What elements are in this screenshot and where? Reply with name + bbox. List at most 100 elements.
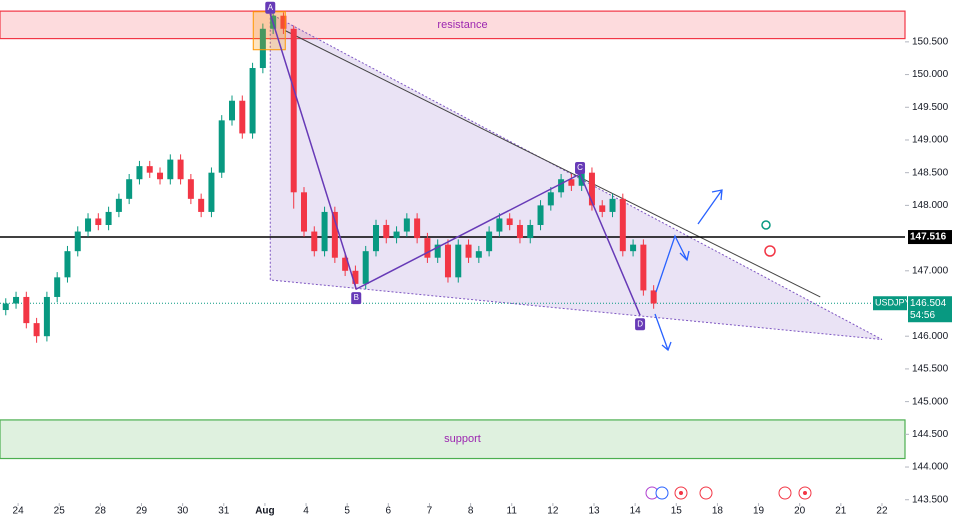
y-tick-label: 150.500 [912, 37, 949, 48]
price-tag [908, 296, 952, 323]
x-tick-label: 7 [427, 506, 433, 517]
candle-body [259, 28, 266, 69]
x-tick-label: 14 [630, 506, 642, 517]
y-tick-label: 144.000 [912, 462, 949, 473]
zone-label: support [444, 433, 481, 445]
y-tick-label: 148.000 [912, 200, 949, 211]
event-icons[interactable] [645, 486, 812, 500]
symbol-tag [873, 296, 907, 311]
y-tick-label: 147.000 [912, 265, 949, 276]
candle-body [167, 159, 174, 180]
x-tick-label: 19 [753, 506, 765, 517]
event-icon[interactable] [699, 486, 713, 500]
candle-body [506, 218, 513, 226]
candle-body [414, 218, 421, 239]
candle-body [218, 120, 225, 173]
projection-arrows [654, 189, 723, 352]
candle-body [331, 211, 338, 258]
price-tag-label: 146.504 [910, 298, 947, 309]
candle-body [115, 198, 122, 212]
candle-body [54, 277, 61, 297]
x-tick-label: 8 [468, 506, 474, 517]
candle-body [630, 244, 637, 252]
candle-body [455, 244, 462, 278]
pattern-label: A [268, 3, 274, 12]
signal-dot [764, 245, 776, 257]
signal-dot [761, 220, 771, 230]
price-tag [908, 230, 952, 245]
candle-body [383, 225, 390, 239]
pattern-label-box [575, 161, 586, 174]
y-tick-label: 143.500 [912, 494, 949, 505]
candle-body [43, 296, 50, 337]
candle-body [146, 166, 153, 173]
candle-body [537, 205, 544, 226]
arrow [697, 189, 723, 225]
candle-body [650, 290, 657, 304]
candle-body [372, 225, 379, 252]
x-tick-label: 5 [344, 506, 350, 517]
x-tick-label: 21 [835, 506, 847, 517]
event-icon [679, 491, 683, 495]
pattern-line [269, 13, 641, 316]
candle-body [280, 15, 287, 29]
candle-body [609, 198, 616, 212]
event-icon[interactable] [778, 486, 792, 500]
x-tick-label: 13 [588, 506, 600, 517]
candle-body [64, 251, 71, 278]
candle-body [486, 231, 493, 252]
x-tick-label: 11 [507, 506, 518, 517]
candle-body [311, 231, 318, 252]
candle-body [516, 225, 523, 239]
candle-body [157, 172, 164, 180]
candle-body [95, 218, 102, 226]
x-tick-label: 4 [303, 506, 309, 517]
candle-body [352, 270, 359, 284]
candle-body [300, 192, 307, 232]
countdown-label: 54:56 [910, 310, 935, 321]
y-tick-label: 145.500 [912, 364, 949, 375]
candle-body [393, 231, 400, 239]
price-tag-label: 147.516 [910, 232, 947, 243]
candle-body [74, 231, 81, 252]
candle-body [198, 198, 205, 212]
candle-body [85, 218, 92, 232]
candle-body [105, 211, 112, 226]
event-icon[interactable] [655, 486, 669, 500]
x-tick-label: 20 [794, 506, 806, 517]
candle-body [23, 296, 30, 324]
x-tick-label: 25 [54, 506, 66, 517]
candle-body [434, 244, 441, 258]
x-tick-label: Aug [255, 506, 274, 517]
candle-body [496, 218, 503, 232]
y-tick-label: 146.000 [912, 331, 949, 342]
x-tick-label: 24 [13, 506, 25, 517]
candle-body [362, 251, 369, 284]
y-tick-label: 149.500 [912, 102, 949, 113]
candle-body [424, 238, 431, 258]
candle-body [465, 244, 472, 258]
candle-body [640, 244, 647, 291]
candle-body [187, 179, 194, 199]
zone-label: resistance [437, 19, 487, 31]
candle-body [290, 28, 297, 193]
candle-body [208, 172, 215, 212]
event-icon [803, 491, 807, 495]
x-tick-label: 29 [136, 506, 148, 517]
symbol-label: USDJPY [875, 298, 911, 308]
candle-body [136, 166, 143, 180]
candle-body [342, 257, 349, 271]
candle-body [547, 192, 554, 206]
pattern-label: B [354, 293, 359, 302]
x-tick-label: 28 [95, 506, 107, 517]
arrow [655, 234, 690, 293]
candle-body [527, 225, 534, 239]
zone [0, 10, 906, 40]
x-tick-label: 22 [876, 506, 888, 517]
zone [0, 419, 906, 460]
candle-body [619, 198, 626, 252]
candle-body [229, 100, 236, 121]
